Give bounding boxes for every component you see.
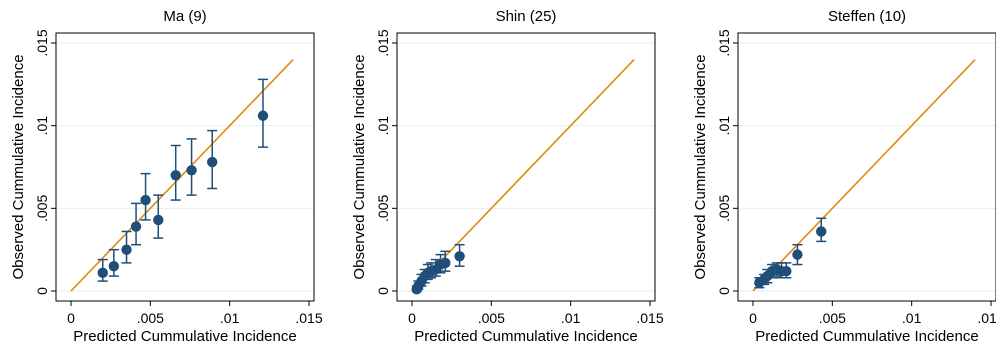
data-point [170,170,181,181]
plot-frame [737,32,996,302]
x-tick-label: .01 [902,310,922,326]
x-tick-label: .015 [977,310,996,326]
y-tick-label: 0 [34,287,50,295]
y-tick-label: .01 [375,116,391,136]
reference-line [411,58,635,292]
data-point [140,194,151,206]
x-axis-label: Predicted Cummulative Incidence [755,328,978,345]
chart-panel-3: 0 .005 .01 .015 0 .005 .01 .015 Steffen (10) Pred… [692,8,996,345]
data-point [97,267,108,279]
data-point [781,265,792,277]
y-axis-label: Observed Cummulative Incidence [351,54,368,279]
x-tick-label: 0 [67,310,75,326]
chart-title: Shin (25) [496,8,557,25]
data-point [792,249,803,260]
chart-panel-1: 0 .005 .01 .015 0 .005 .01 .015 Ma (9) Predicted … [10,8,323,345]
data-point [108,261,120,272]
data-point [130,221,142,232]
x-tick-label: .005 [137,310,164,326]
chart-panel-2: 0 .005 .01 .015 0 .005 .01 .015 Shin (25) Predict… [351,8,664,345]
x-axis-label: Predicted Cummulative Incidence [73,328,296,345]
data-point [440,257,451,269]
y-tick-label: .005 [34,194,50,221]
data-point [121,244,132,255]
y-axis-label: Observed Cummulative Incidence [692,54,709,279]
y-tick-label: .01 [34,116,50,136]
y-tick-label: .005 [716,194,732,221]
y-tick-label: .015 [375,29,391,56]
x-tick-label: .015 [636,310,663,326]
x-tick-label: 0 [408,310,416,326]
plot-frame [396,32,656,302]
x-tick-label: .01 [561,310,581,326]
data-point [454,251,465,262]
plot-frame [55,32,315,302]
x-tick-label: .005 [819,310,846,326]
data-point [153,214,164,226]
data-point [207,156,218,168]
reference-line [70,58,294,292]
data-point [816,226,827,237]
y-tick-label: .015 [34,29,50,56]
data-point [257,110,269,121]
data-point [186,165,197,176]
chart-title: Ma (9) [163,8,206,25]
x-axis-label: Predicted Cummulative Incidence [414,328,637,345]
y-tick-label: .005 [375,194,391,221]
y-tick-label: .01 [716,116,732,136]
reference-line [752,58,976,292]
x-tick-label: .01 [220,310,240,326]
y-axis-label: Observed Cummulative Incidence [10,54,27,279]
x-tick-label: 0 [749,310,757,326]
x-tick-label: .015 [295,310,322,326]
y-tick-label: .015 [716,29,732,56]
x-tick-label: .005 [478,310,505,326]
y-tick-label: 0 [716,287,732,295]
y-tick-label: 0 [375,287,391,295]
chart-title: Steffen (10) [828,8,906,25]
